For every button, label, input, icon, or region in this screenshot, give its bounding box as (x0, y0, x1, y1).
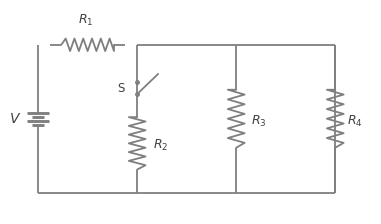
Text: S: S (117, 82, 125, 95)
Text: $R_1$: $R_1$ (78, 13, 93, 28)
Text: $R_4$: $R_4$ (347, 113, 362, 129)
Text: $R_3$: $R_3$ (251, 113, 266, 129)
Text: $V$: $V$ (9, 112, 21, 126)
Text: $R_2$: $R_2$ (153, 138, 168, 153)
